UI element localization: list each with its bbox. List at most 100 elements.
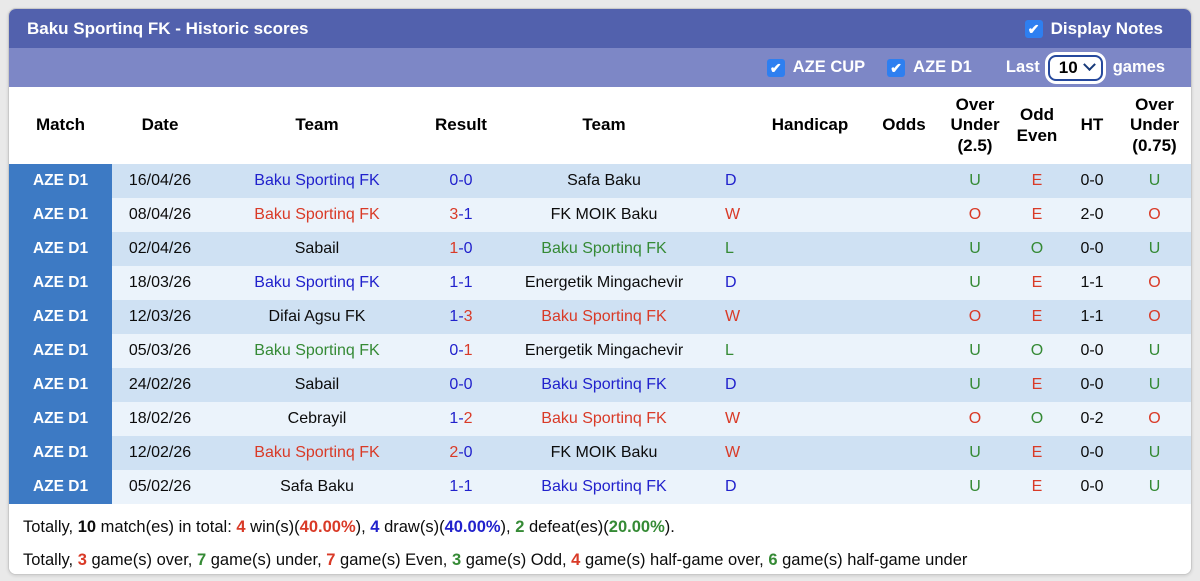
odd-even-indicator: E xyxy=(1031,308,1043,325)
footer-text-segment: 4 xyxy=(370,518,380,536)
over-under-25-indicator: O xyxy=(968,206,982,223)
odd-even-indicator: E xyxy=(1031,274,1043,291)
footer-text-segment: 40.00% xyxy=(444,518,501,536)
summary-footer: Totally, 10 match(es) in total: 4 win(s)… xyxy=(9,504,1191,574)
page-title: Baku Sportinq FK - Historic scores xyxy=(27,18,309,38)
footer-text-segment: game(s) Odd, xyxy=(461,551,572,569)
match-league-badge: AZE D1 xyxy=(9,232,112,266)
table-row: AZE D1 12/02/26 Baku Sportinq FK 2-0 FK … xyxy=(9,436,1191,470)
match-date: 02/04/26 xyxy=(128,240,192,257)
footer-text-segment: Totally, xyxy=(23,551,78,569)
aze-cup-checkbox-icon[interactable]: ✔ xyxy=(766,58,785,77)
match-date: 12/02/26 xyxy=(128,444,192,461)
match-date: 18/03/26 xyxy=(128,274,192,291)
win-draw-loss-indicator: D xyxy=(725,376,737,393)
match-date: 24/02/26 xyxy=(128,376,192,393)
over-under-075-indicator: U xyxy=(1148,172,1161,189)
footer-text-segment: ), xyxy=(355,518,371,536)
half-time-score: 0-0 xyxy=(1080,444,1104,461)
half-time-score: 0-2 xyxy=(1080,410,1104,427)
win-draw-loss-indicator: D xyxy=(725,478,737,495)
footer-text-segment: game(s) under, xyxy=(206,551,327,569)
match-league-badge: AZE D1 xyxy=(9,470,112,504)
col-header-odds: Odds xyxy=(882,115,926,135)
footer-text-segment: win(s)( xyxy=(245,518,300,536)
away-score: 1 xyxy=(463,342,473,359)
col-header-result: Result xyxy=(435,115,487,135)
away-team-name: Energetik Mingachevir xyxy=(524,342,684,359)
away-score: 1 xyxy=(463,274,473,291)
table-row: AZE D1 05/02/26 Safa Baku 1-1 Baku Sport… xyxy=(9,470,1191,504)
footer-text-segment: 3 xyxy=(451,551,462,569)
footer-text-segment: game(s) over, xyxy=(86,551,197,569)
home-score: 1 xyxy=(449,240,459,257)
win-draw-loss-indicator: L xyxy=(725,240,734,257)
win-draw-loss-indicator: W xyxy=(725,444,741,461)
win-draw-loss-indicator: D xyxy=(725,274,737,291)
match-result: 1-3 xyxy=(426,308,496,326)
match-result: 0-1 xyxy=(426,342,496,360)
aze-cup-filter[interactable]: ✔ AZE CUP xyxy=(766,58,865,77)
footer-text-segment: game(s) half-game under xyxy=(777,551,968,569)
match-date: 05/02/26 xyxy=(128,478,192,495)
chevron-down-icon xyxy=(1082,58,1096,72)
match-date: 18/02/26 xyxy=(128,410,192,427)
score-separator: - xyxy=(458,308,464,325)
footer-text-segment: match(es) in total: xyxy=(96,518,237,536)
table-body: AZE D1 16/04/26 Baku Sportinq FK 0-0 Saf… xyxy=(9,164,1191,504)
last-games-select[interactable]: 10 xyxy=(1047,54,1103,81)
col-header-over-under-075: Over Under (0.75) xyxy=(1129,95,1180,155)
display-notes-toggle[interactable]: ✔ Display Notes xyxy=(1024,19,1163,39)
half-time-score: 0-0 xyxy=(1080,240,1104,257)
match-date: 08/04/26 xyxy=(128,206,192,223)
footer-text-segment: game(s) half-game over, xyxy=(580,551,769,569)
half-time-score: 0-0 xyxy=(1080,376,1104,393)
table-row: AZE D1 12/03/26 Difai Agsu FK 1-3 Baku S… xyxy=(9,300,1191,334)
display-notes-checkbox-icon[interactable]: ✔ xyxy=(1024,19,1043,38)
score-separator: - xyxy=(458,478,464,495)
col-header-team-1: Team xyxy=(295,115,339,135)
home-score: 0 xyxy=(449,376,459,393)
home-score: 1 xyxy=(449,308,459,325)
odd-even-indicator: E xyxy=(1031,478,1043,495)
score-separator: - xyxy=(458,342,464,359)
score-separator: - xyxy=(458,172,464,189)
aze-d1-checkbox-icon[interactable]: ✔ xyxy=(887,58,906,77)
score-separator: - xyxy=(458,274,464,291)
filter-bar: ✔ AZE CUP ✔ AZE D1 Last 10 games xyxy=(9,48,1191,87)
footer-text-segment: 2 xyxy=(515,518,525,536)
away-score: 3 xyxy=(463,308,473,325)
half-time-score: 0-0 xyxy=(1080,342,1104,359)
footer-text-segment: Totally, xyxy=(23,518,78,536)
table-row: AZE D1 05/03/26 Baku Sportinq FK 0-1 Ene… xyxy=(9,334,1191,368)
over-under-25-indicator: U xyxy=(969,240,981,257)
win-draw-loss-indicator: W xyxy=(725,410,741,427)
away-team-name: Baku Sportinq FK xyxy=(541,478,667,495)
over-under-25-indicator: O xyxy=(968,410,982,427)
away-score: 0 xyxy=(463,172,473,189)
over-under-075-indicator: U xyxy=(1148,376,1161,393)
away-score: 0 xyxy=(463,240,473,257)
table-row: AZE D1 02/04/26 Sabail 1-0 Baku Sportinq… xyxy=(9,232,1191,266)
footer-text-segment: draw(s)( xyxy=(379,518,445,536)
odd-even-indicator: E xyxy=(1031,172,1043,189)
games-label: games xyxy=(1112,58,1165,76)
home-score: 1 xyxy=(449,410,459,427)
match-date: 16/04/26 xyxy=(128,172,192,189)
home-score: 1 xyxy=(449,478,459,495)
col-header-over-under-25: Over Under (2.5) xyxy=(950,95,1000,155)
table-row: AZE D1 16/04/26 Baku Sportinq FK 0-0 Saf… xyxy=(9,164,1191,198)
away-team-name: Baku Sportinq FK xyxy=(541,410,667,427)
over-under-075-indicator: U xyxy=(1148,240,1161,257)
match-league-badge: AZE D1 xyxy=(9,436,112,470)
home-score: 0 xyxy=(449,342,459,359)
aze-d1-filter[interactable]: ✔ AZE D1 xyxy=(887,58,972,77)
odd-even-indicator: O xyxy=(1030,342,1044,359)
away-team-name: Baku Sportinq FK xyxy=(541,376,667,393)
col-header-ht: HT xyxy=(1080,115,1104,135)
match-league-badge: AZE D1 xyxy=(9,402,112,436)
match-league-badge: AZE D1 xyxy=(9,266,112,300)
match-result: 1-0 xyxy=(426,240,496,258)
home-team-name: Sabail xyxy=(294,240,340,257)
over-under-075-indicator: O xyxy=(1148,206,1161,223)
